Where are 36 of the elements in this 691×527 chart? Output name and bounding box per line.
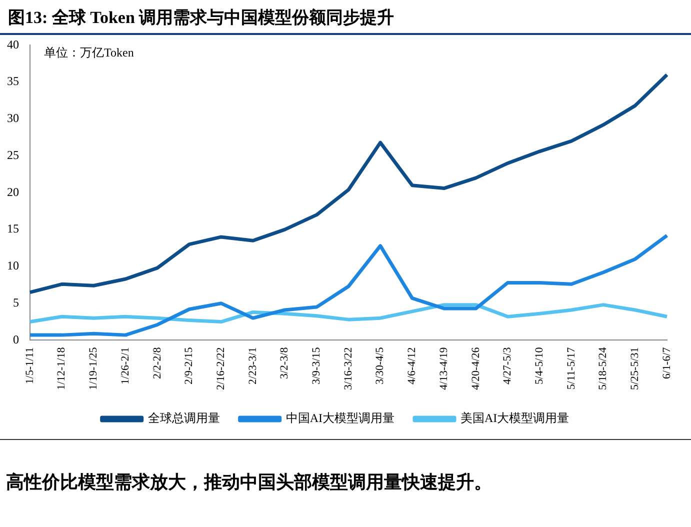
x-tick-label: 5/11-5/17 [565, 346, 578, 390]
annotation: 单位：万亿Token [44, 45, 134, 60]
x-tick-label: 1/5-1/11 [24, 347, 36, 384]
x-tick-label: 5/25-5/31 [629, 347, 642, 390]
x-tick-label: 1/19-1/25 [88, 346, 100, 390]
y-tick-label: 5 [13, 296, 19, 310]
y-tick-label: 0 [13, 332, 19, 346]
y-tick-label: 20 [7, 184, 19, 199]
legend-label: 美国AI大模型调用量 [460, 411, 570, 426]
x-tick-label: 5/4-5/10 [533, 346, 546, 385]
y-tick-label: 35 [7, 74, 19, 88]
x-tick-label: 3/2-3/8 [278, 346, 291, 380]
legend-label: 中国AI大模型调用量 [286, 411, 395, 426]
x-tick-label: 2/16-2/22 [214, 347, 227, 390]
y-tick-label: 15 [7, 222, 19, 236]
x-tick-label: 2/2-2/8 [151, 346, 164, 380]
y-tick-label: 30 [7, 111, 19, 126]
chart-title: 图13: 全球 Token 调用需求与中国模型份额同步提升 [0, 0, 691, 35]
x-tick-label: 1/12-1/18 [56, 346, 68, 390]
x-tick-label: 4/27-5/3 [502, 346, 514, 385]
x-tick-label: 4/6-4/12 [406, 347, 418, 385]
x-tick-label: 3/9-3/15 [310, 346, 323, 385]
x-tick-label: 3/30-4/5 [374, 346, 386, 385]
x-tick-label: 4/20-4/26 [470, 346, 482, 390]
x-tick-label: 5/18-5/24 [597, 346, 610, 390]
x-tick-label: 4/13-4/19 [438, 346, 450, 390]
x-tick-label: 2/23-3/1 [246, 347, 259, 385]
x-tick-label: 3/16-3/22 [342, 347, 354, 390]
x-tick-label: 2/9-2/15 [183, 346, 196, 385]
y-tick-label: 40 [7, 37, 19, 52]
text: 高性价比模型需求放大，推动中国头部模型调用量快速提升。 [5, 471, 493, 494]
x-tick-label: 6/1-6/7 [660, 346, 673, 380]
x-tick-label: 1/26-2/1 [119, 347, 132, 385]
y-tick-label: 25 [7, 148, 19, 162]
y-tick-label: 10 [7, 258, 19, 273]
legend-label: 全球总调用量 [148, 411, 220, 426]
